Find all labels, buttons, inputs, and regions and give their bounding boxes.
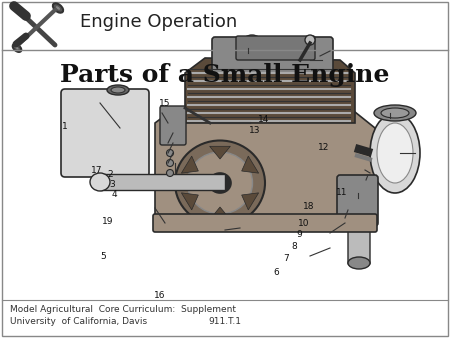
Polygon shape [210, 207, 230, 220]
Polygon shape [185, 58, 355, 123]
Ellipse shape [53, 3, 63, 13]
FancyBboxPatch shape [61, 89, 149, 177]
Polygon shape [181, 193, 198, 210]
Text: 8: 8 [292, 242, 297, 251]
Polygon shape [210, 146, 230, 159]
Ellipse shape [243, 35, 261, 49]
Ellipse shape [348, 257, 370, 269]
Text: Parts of a Small Engine: Parts of a Small Engine [60, 63, 390, 87]
Polygon shape [242, 193, 259, 210]
FancyBboxPatch shape [236, 36, 315, 60]
Ellipse shape [215, 178, 225, 188]
Text: 17: 17 [91, 166, 103, 175]
Ellipse shape [209, 173, 231, 193]
FancyBboxPatch shape [160, 106, 186, 145]
Text: 2: 2 [108, 170, 113, 178]
Ellipse shape [374, 105, 416, 121]
Circle shape [166, 169, 174, 176]
Text: 16: 16 [154, 291, 166, 300]
Text: University  of California, Davis: University of California, Davis [10, 317, 147, 327]
Ellipse shape [111, 87, 125, 93]
FancyBboxPatch shape [348, 216, 370, 265]
FancyBboxPatch shape [212, 37, 333, 73]
FancyBboxPatch shape [337, 175, 378, 226]
Ellipse shape [13, 44, 21, 52]
Polygon shape [155, 108, 375, 223]
Text: 7: 7 [283, 254, 288, 263]
Text: 4: 4 [112, 190, 117, 199]
Ellipse shape [188, 152, 252, 214]
Circle shape [166, 149, 174, 156]
Ellipse shape [55, 6, 61, 10]
Text: 14: 14 [257, 116, 269, 124]
Ellipse shape [107, 85, 129, 95]
Text: 1: 1 [63, 122, 68, 131]
Text: 18: 18 [302, 202, 314, 211]
Text: 13: 13 [248, 126, 260, 135]
Text: 6: 6 [274, 268, 279, 276]
Text: 9: 9 [297, 231, 302, 239]
Text: 10: 10 [298, 219, 310, 227]
Text: 11: 11 [336, 188, 348, 197]
Ellipse shape [175, 141, 265, 225]
Text: 15: 15 [158, 99, 170, 107]
Ellipse shape [15, 46, 19, 50]
Polygon shape [242, 156, 259, 173]
Ellipse shape [381, 108, 409, 118]
FancyBboxPatch shape [153, 214, 377, 232]
Text: 19: 19 [102, 217, 114, 226]
Circle shape [166, 160, 174, 167]
Circle shape [305, 35, 315, 45]
Text: 5: 5 [101, 252, 106, 261]
Ellipse shape [377, 123, 413, 183]
Ellipse shape [90, 173, 110, 191]
Polygon shape [181, 156, 198, 173]
Text: Engine Operation: Engine Operation [80, 13, 237, 31]
Ellipse shape [370, 113, 420, 193]
Bar [100, 174, 225, 190]
Text: 3: 3 [110, 180, 115, 189]
Ellipse shape [247, 38, 257, 46]
Text: 911.T.1: 911.T.1 [208, 317, 242, 327]
Text: Model Agricultural  Core Curriculum:  Supplement: Model Agricultural Core Curriculum: Supp… [10, 306, 236, 314]
Text: 12: 12 [318, 143, 330, 151]
